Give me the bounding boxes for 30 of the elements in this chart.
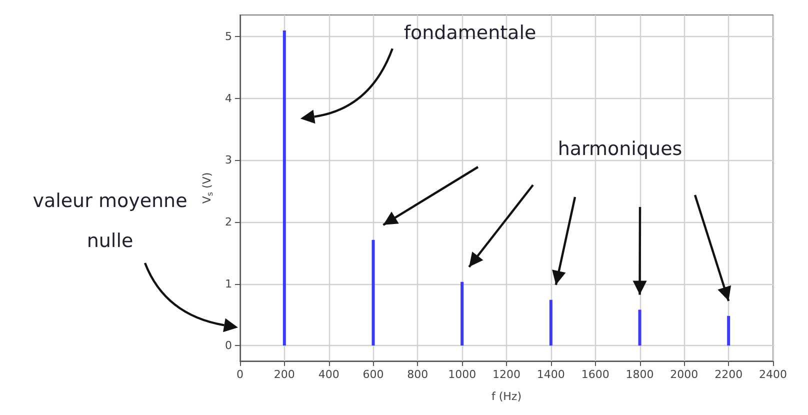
y-tick-label: 2 <box>225 215 232 228</box>
x-tick-label: 0 <box>236 368 244 381</box>
y-tick-label: 0 <box>225 339 232 352</box>
x-tick-label: 2400 <box>759 368 787 381</box>
bar <box>727 316 730 346</box>
x-tick-label: 1400 <box>536 368 565 381</box>
x-tick-label: 400 <box>318 368 340 381</box>
x-tick-label: 800 <box>407 368 428 381</box>
x-tick-label: 200 <box>274 368 295 381</box>
y-tick-label: 3 <box>225 154 232 167</box>
x-axis-title: f (Hz) <box>492 390 522 403</box>
y-tick-label: 5 <box>225 30 232 44</box>
bar <box>460 282 464 346</box>
annotation: harmoniques <box>556 137 684 162</box>
x-tick-label: 1800 <box>626 368 654 381</box>
x-tick-label: 600 <box>362 368 384 381</box>
x-tick-label: 2200 <box>714 368 743 381</box>
y-axis-title: Vs (V) <box>200 172 214 204</box>
y-tick-label: 1 <box>225 277 232 290</box>
bar <box>549 300 552 346</box>
x-tick-label: 2000 <box>670 368 698 381</box>
x-tick-label: 1000 <box>448 368 476 381</box>
x-tick-label: 1600 <box>581 368 610 381</box>
y-tick-label: 4 <box>225 92 232 105</box>
text: valeur moyenne nulle <box>32 189 188 254</box>
bar <box>372 240 375 346</box>
bar <box>638 310 642 346</box>
x-tick-label: 1200 <box>492 368 520 381</box>
annotation: fondamentale <box>402 21 538 46</box>
bar <box>282 30 286 346</box>
